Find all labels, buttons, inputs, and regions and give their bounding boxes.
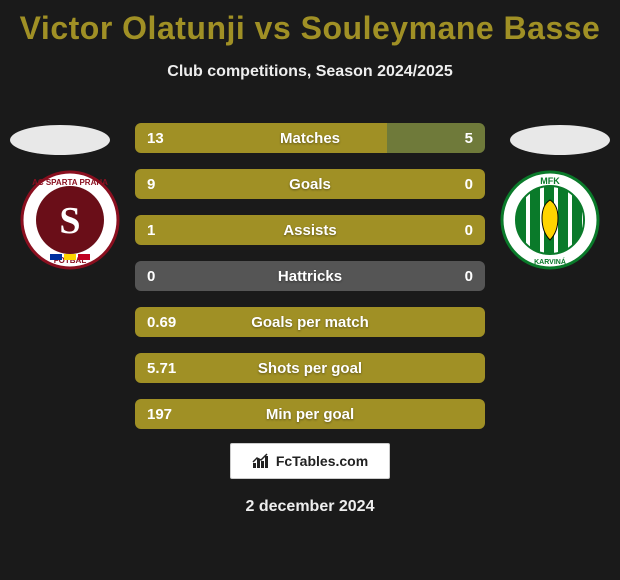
- stat-value-right: 0: [465, 215, 473, 245]
- svg-text:S: S: [59, 200, 80, 242]
- comparison-subtitle: Club competitions, Season 2024/2025: [0, 63, 620, 81]
- stat-label: Hattricks: [135, 261, 485, 291]
- club-left-oval: [10, 125, 110, 155]
- comparison-date: 2 december 2024: [0, 498, 620, 516]
- stat-value-right: 0: [465, 169, 473, 199]
- footer-brand-text: FcTables.com: [276, 453, 368, 469]
- stat-label: Min per goal: [135, 399, 485, 429]
- stat-label: Goals: [135, 169, 485, 199]
- comparison-title: Victor Olatunji vs Souleymane Basse: [0, 0, 620, 47]
- stat-value-left: 5.71: [147, 353, 176, 383]
- chart-icon: [252, 453, 270, 469]
- stat-row: Matches13 5: [135, 123, 485, 153]
- club-left-logo: S AC SPARTA PRAHA FOTBAL: [20, 170, 120, 270]
- stat-row: Min per goal197: [135, 399, 485, 429]
- svg-text:AC SPARTA PRAHA: AC SPARTA PRAHA: [32, 178, 108, 187]
- stat-value-left: 1: [147, 215, 155, 245]
- stat-row: Assists1 0: [135, 215, 485, 245]
- stat-label: Goals per match: [135, 307, 485, 337]
- svg-text:KARVINÁ: KARVINÁ: [534, 257, 566, 266]
- stat-value-right: 5: [465, 123, 473, 153]
- club-right-oval: [510, 125, 610, 155]
- stat-label: Matches: [135, 123, 485, 153]
- footer-brand-badge: FcTables.com: [230, 443, 390, 479]
- stat-value-left: 9: [147, 169, 155, 199]
- stat-label: Shots per goal: [135, 353, 485, 383]
- stat-value-left: 197: [147, 399, 172, 429]
- stat-value-left: 0.69: [147, 307, 176, 337]
- stat-value-right: 0: [465, 261, 473, 291]
- stat-row: Hattricks0 0: [135, 261, 485, 291]
- club-right-logo: MFK KARVINÁ: [500, 170, 600, 270]
- stat-row: Goals9 0: [135, 169, 485, 199]
- stat-row: Shots per goal5.71: [135, 353, 485, 383]
- svg-text:MFK: MFK: [540, 176, 560, 186]
- stats-bars: Matches135Goals90Assists10Hattricks00Goa…: [135, 123, 485, 445]
- stat-value-left: 13: [147, 123, 164, 153]
- stat-label: Assists: [135, 215, 485, 245]
- stat-value-left: 0: [147, 261, 155, 291]
- stat-row: Goals per match0.69: [135, 307, 485, 337]
